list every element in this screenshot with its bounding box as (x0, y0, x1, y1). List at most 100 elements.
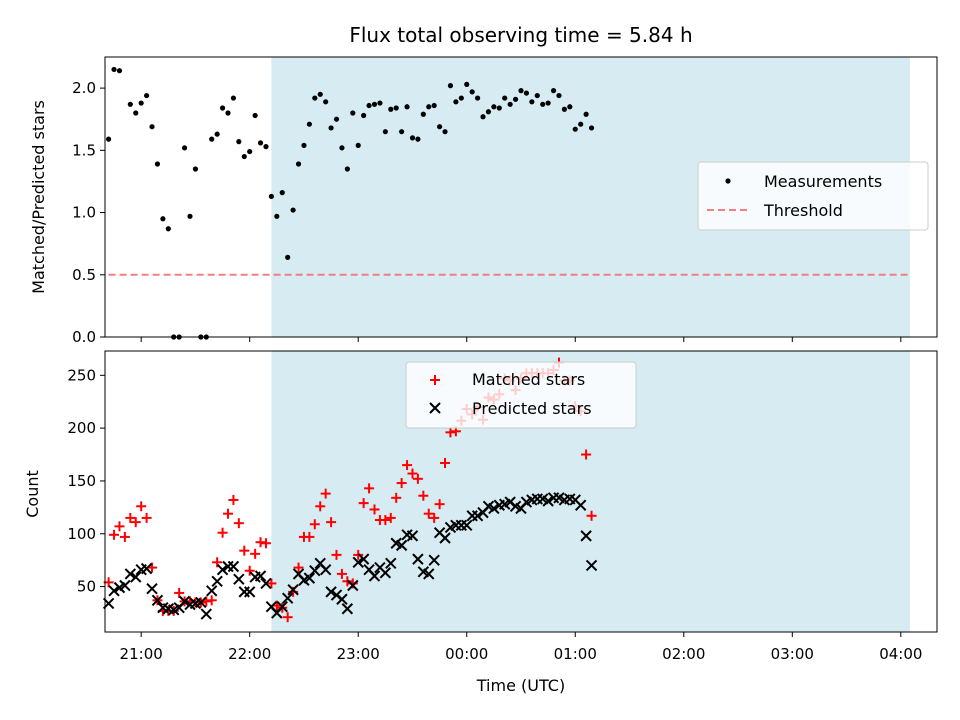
measurement-point (572, 126, 578, 132)
matched-star-point (130, 517, 141, 528)
measurement-point (285, 254, 291, 260)
y-tick-label: 50 (77, 578, 96, 596)
measurement-point (187, 213, 193, 219)
measurement-point (469, 89, 475, 95)
measurement-point (160, 216, 166, 222)
measurement-point (474, 95, 481, 101)
matched-star-point (418, 490, 429, 501)
ratio-panel: 0.00.51.01.52.0 Matched/Predicted stars … (29, 56, 938, 346)
chart-title: Flux total observing time = 5.84 h (349, 23, 692, 47)
predicted-star-point (206, 585, 218, 597)
measurement-point (431, 102, 437, 109)
matched-star-point (364, 483, 375, 494)
y-tick-label: 1.5 (72, 141, 96, 159)
measurement-point (366, 102, 372, 109)
measurement-point (447, 83, 454, 89)
matched-star-point (206, 595, 217, 606)
x-axis-label: Time (UTC) (476, 676, 565, 695)
predicted-star-point (385, 557, 397, 570)
measurement-point (268, 193, 274, 199)
predicted-star-point (243, 586, 256, 598)
predicted-star-point (124, 568, 137, 580)
measurement-point (578, 121, 584, 127)
matched-star-point (282, 612, 293, 623)
matched-star-point (222, 508, 233, 519)
legend-measurements-label: Measurements (764, 172, 882, 191)
measurement-point (323, 99, 329, 105)
measurement-point (361, 112, 367, 119)
matched-star-point (326, 517, 337, 528)
matched-star-point (445, 427, 456, 438)
predicted-star-point (461, 519, 473, 532)
predicted-star-point (357, 553, 370, 565)
y-tick-label: 200 (67, 419, 96, 437)
measurement-point (556, 92, 562, 99)
predicted-star-point (200, 608, 212, 620)
measurement-point (301, 142, 307, 148)
measurement-point (442, 129, 448, 135)
y-tick-label: 0.0 (72, 328, 96, 346)
predicted-star-point (406, 530, 419, 542)
predicted-star-point (211, 575, 223, 588)
predicted-star-point (151, 594, 164, 607)
measurement-point (485, 109, 492, 115)
measurement-point (355, 142, 361, 148)
matched-star-point (266, 578, 277, 589)
matched-star-point (304, 531, 315, 542)
count-x-ticks: 21:00 22:00 23:00 00:00 01:00 02:00 03:00 04:00 (120, 632, 922, 663)
predicted-star-point (488, 502, 500, 515)
predicted-star-point (216, 563, 229, 576)
predicted-star-point (423, 568, 435, 580)
matched-star-point (119, 531, 130, 542)
matched-star-point (141, 512, 152, 523)
measurement-point (225, 110, 231, 116)
count-legend-box (405, 361, 637, 429)
ratio-panel-frame (104, 56, 938, 338)
matched-star-point (402, 460, 413, 471)
predicted-star-point (260, 577, 272, 590)
measurement-point (350, 110, 356, 116)
ratio-legend: Measurements Threshold (697, 161, 929, 231)
measurement-point (491, 104, 497, 110)
measurement-point (480, 114, 486, 120)
predicted-star-point (287, 584, 299, 596)
matched-star-point (336, 568, 347, 579)
measurement-point (437, 124, 443, 130)
legend-predicted-label: Predicted stars (472, 399, 592, 418)
predicted-star-point (412, 553, 424, 565)
ratio-legend-box (697, 161, 929, 231)
measurement-point (116, 68, 123, 74)
measurement-point (339, 145, 345, 151)
predicted-star-point (542, 495, 554, 507)
measurement-point (502, 95, 508, 101)
matched-star-point (434, 499, 445, 510)
measurement-point (415, 136, 421, 142)
measurement-point (458, 95, 464, 101)
predicted-star-point (325, 586, 337, 598)
measurement-point (550, 88, 557, 94)
predicted-star-point (379, 567, 392, 579)
matched-star-point (412, 473, 423, 484)
measurement-point (290, 207, 296, 213)
matched-star-point (380, 515, 391, 526)
matched-star-point (255, 537, 266, 548)
x-tick-label: 04:00 (879, 645, 922, 663)
measurement-point (523, 90, 530, 96)
predicted-star-point (580, 530, 592, 542)
predicted-star-point (146, 582, 158, 595)
predicted-star-point (368, 570, 381, 582)
matched-star-point (114, 521, 125, 532)
matched-star-point (385, 512, 396, 523)
measurement-point (561, 106, 568, 112)
matched-star-point (233, 518, 244, 529)
y-tick-label: 100 (67, 525, 96, 543)
measurement-point (127, 101, 133, 107)
x-tick-label: 21:00 (120, 645, 163, 663)
predicted-star-point (439, 532, 451, 544)
measurement-point (464, 81, 470, 87)
measurement-point (393, 105, 399, 111)
measurement-point (274, 213, 280, 219)
measurement-point (209, 136, 215, 142)
predicted-star-point (309, 565, 321, 577)
